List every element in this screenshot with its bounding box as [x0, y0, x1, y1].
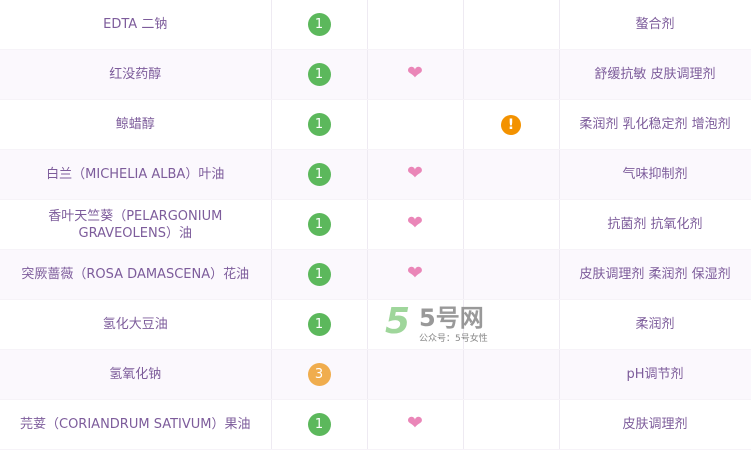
heart-icon: ❤: [407, 412, 423, 434]
active-cell: ❤: [367, 149, 464, 200]
acne-risk-cell: [463, 349, 560, 400]
ingredient-name: 芫荽（CORIANDRUM SATIVUM）果油: [0, 399, 272, 450]
table-row: EDTA 二钠 1 螯合剂: [0, 0, 751, 50]
table-row: 突厥蔷薇（ROSA DAMASCENA）花油 1 ❤ 皮肤调理剂 柔润剂 保湿剂: [0, 249, 751, 300]
safety-score-cell: 1: [271, 49, 368, 100]
ingredient-name: 突厥蔷薇（ROSA DAMASCENA）花油: [0, 249, 272, 300]
active-cell: [367, 0, 464, 50]
exclamation-icon: !: [501, 114, 521, 135]
safety-score-badge: 1: [307, 63, 331, 86]
ingredient-name: 白兰（MICHELIA ALBA）叶油: [0, 149, 272, 200]
acne-risk-cell: [463, 249, 560, 300]
acne-risk-cell: [463, 49, 560, 100]
purpose: pH调节剂: [559, 349, 751, 400]
acne-risk-cell: [463, 0, 560, 50]
table-row: 氢氧化钠 3 pH调节剂: [0, 349, 751, 400]
purpose: 舒缓抗敏 皮肤调理剂: [559, 49, 751, 100]
safety-score-cell: 3: [271, 349, 368, 400]
safety-score-badge: 1: [307, 413, 331, 436]
purpose: 抗菌剂 抗氧化剂: [559, 199, 751, 250]
active-cell: [367, 299, 464, 350]
table-row: 氢化大豆油 1 柔润剂: [0, 299, 751, 350]
safety-score-cell: 1: [271, 99, 368, 150]
safety-score-badge: 1: [307, 313, 331, 336]
heart-icon: ❤: [407, 162, 423, 184]
active-cell: [367, 349, 464, 400]
ingredient-name: EDTA 二钠: [0, 0, 272, 50]
safety-score-cell: 1: [271, 299, 368, 350]
purpose: 皮肤调理剂: [559, 399, 751, 450]
safety-score-badge: 1: [307, 13, 331, 36]
ingredient-name: 红没药醇: [0, 49, 272, 100]
ingredient-name: 氢氧化钠: [0, 349, 272, 400]
safety-score-cell: 1: [271, 149, 368, 200]
heart-icon: ❤: [407, 62, 423, 84]
acne-risk-cell: [463, 299, 560, 350]
safety-score-badge: 3: [307, 363, 331, 386]
acne-risk-cell: [463, 399, 560, 450]
purpose: 皮肤调理剂 柔润剂 保湿剂: [559, 249, 751, 300]
acne-risk-cell: [463, 149, 560, 200]
active-cell: ❤: [367, 249, 464, 300]
purpose: 螯合剂: [559, 0, 751, 50]
safety-score-badge: 1: [307, 113, 331, 136]
ingredient-name: 鲸蜡醇: [0, 99, 272, 150]
heart-icon: ❤: [407, 262, 423, 284]
table-row: 香叶天竺葵（PELARGONIUM GRAVEOLENS）油 1 ❤ 抗菌剂 抗氧化剂: [0, 199, 751, 250]
safety-score-cell: 1: [271, 0, 368, 50]
safety-score-cell: 1: [271, 399, 368, 450]
acne-risk-cell: !: [463, 99, 560, 150]
table-row: 白兰（MICHELIA ALBA）叶油 1 ❤ 气味抑制剂: [0, 149, 751, 200]
ingredient-name: 香叶天竺葵（PELARGONIUM GRAVEOLENS）油: [0, 199, 272, 250]
table-row: 芫荽（CORIANDRUM SATIVUM）果油 1 ❤ 皮肤调理剂: [0, 399, 751, 450]
safety-score-badge: 1: [307, 213, 331, 236]
active-cell: ❤: [367, 399, 464, 450]
purpose: 气味抑制剂: [559, 149, 751, 200]
heart-icon: ❤: [407, 212, 423, 234]
acne-risk-cell: [463, 199, 560, 250]
safety-score-badge: 1: [307, 263, 331, 286]
active-cell: ❤: [367, 199, 464, 250]
active-cell: [367, 99, 464, 150]
safety-score-cell: 1: [271, 199, 368, 250]
safety-score-cell: 1: [271, 249, 368, 300]
purpose: 柔润剂: [559, 299, 751, 350]
safety-score-badge: 1: [307, 163, 331, 186]
table-row: 鲸蜡醇 1! 柔润剂 乳化稳定剂 增泡剂: [0, 99, 751, 150]
purpose: 柔润剂 乳化稳定剂 增泡剂: [559, 99, 751, 150]
active-cell: ❤: [367, 49, 464, 100]
ingredient-name: 氢化大豆油: [0, 299, 272, 350]
table-row: 红没药醇 1 ❤ 舒缓抗敏 皮肤调理剂: [0, 49, 751, 100]
